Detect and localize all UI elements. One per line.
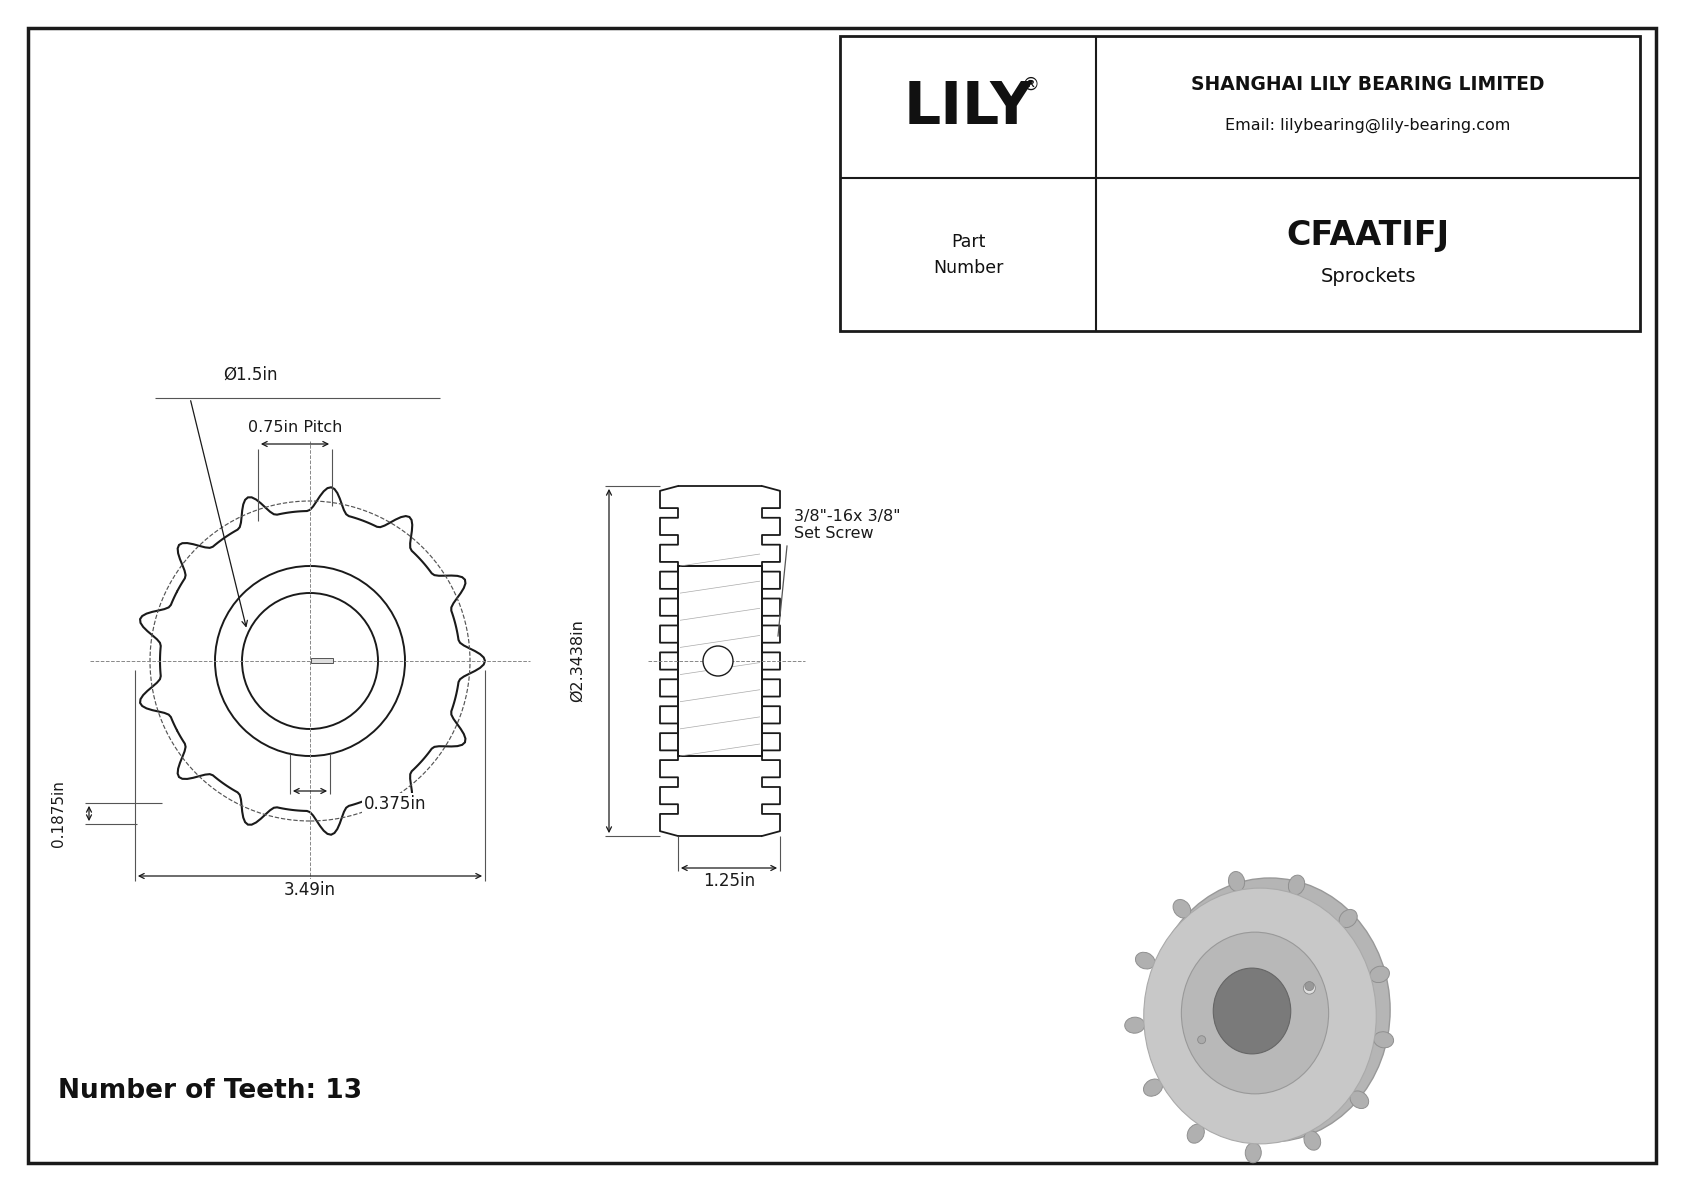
Ellipse shape: [1187, 1124, 1204, 1143]
Ellipse shape: [1228, 872, 1244, 891]
Ellipse shape: [1150, 878, 1389, 1142]
Text: Ø1.5in: Ø1.5in: [222, 366, 278, 384]
Ellipse shape: [1369, 966, 1389, 983]
Bar: [679, 566, 761, 756]
Ellipse shape: [1374, 1031, 1394, 1048]
Ellipse shape: [1303, 1130, 1320, 1151]
Text: Sprockets: Sprockets: [1320, 268, 1416, 287]
Ellipse shape: [1143, 888, 1376, 1143]
Circle shape: [1197, 1036, 1206, 1043]
Ellipse shape: [1182, 933, 1329, 1093]
Text: Number of Teeth: 13: Number of Teeth: 13: [57, 1078, 362, 1104]
Polygon shape: [140, 487, 485, 835]
Text: Email: lilybearing@lily-bearing.com: Email: lilybearing@lily-bearing.com: [1226, 118, 1511, 132]
Bar: [840, 36, 1640, 331]
Ellipse shape: [1143, 1079, 1162, 1096]
Ellipse shape: [1339, 910, 1357, 928]
Text: ®: ®: [1021, 76, 1039, 94]
Ellipse shape: [1351, 1091, 1369, 1109]
Ellipse shape: [1212, 968, 1290, 1054]
Text: Part
Number: Part Number: [933, 232, 1004, 278]
Text: SHANGHAI LILY BEARING LIMITED: SHANGHAI LILY BEARING LIMITED: [1191, 75, 1544, 94]
Ellipse shape: [1125, 1017, 1145, 1034]
Circle shape: [702, 646, 733, 676]
Text: 3.49in: 3.49in: [285, 881, 337, 899]
Text: LILY: LILY: [903, 79, 1032, 136]
Ellipse shape: [1244, 1142, 1261, 1162]
Text: 1.25in: 1.25in: [702, 872, 754, 890]
Ellipse shape: [1174, 899, 1191, 918]
Circle shape: [1305, 981, 1314, 991]
Circle shape: [1303, 983, 1315, 994]
Ellipse shape: [1288, 875, 1305, 894]
Ellipse shape: [1135, 953, 1155, 969]
Bar: [312, 657, 333, 663]
Text: 0.1875in: 0.1875in: [52, 780, 66, 847]
Text: 3/8"-16x 3/8"
Set Screw: 3/8"-16x 3/8" Set Screw: [793, 509, 901, 541]
Text: CFAATIFJ: CFAATIFJ: [1287, 218, 1450, 251]
Text: 0.375in: 0.375in: [364, 796, 426, 813]
Text: Ø2.3438in: Ø2.3438in: [569, 619, 584, 703]
Text: 0.75in Pitch: 0.75in Pitch: [248, 420, 342, 436]
